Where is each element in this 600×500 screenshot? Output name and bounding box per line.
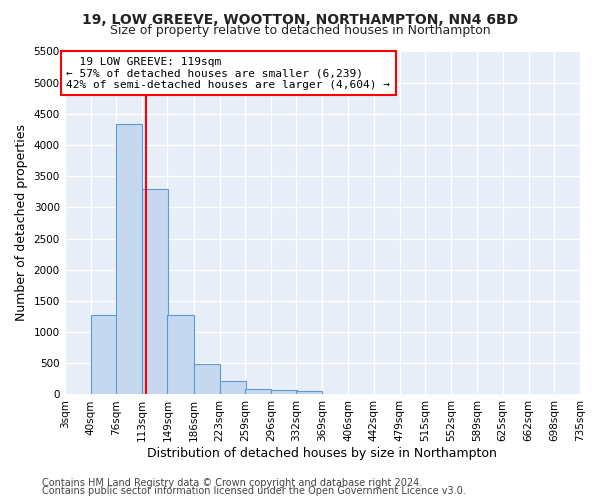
- Y-axis label: Number of detached properties: Number of detached properties: [15, 124, 28, 322]
- Bar: [91, 316, 117, 394]
- Bar: [271, 390, 297, 394]
- Bar: [142, 188, 168, 394]
- Text: Size of property relative to detached houses in Northampton: Size of property relative to detached ho…: [110, 24, 490, 37]
- Bar: [220, 381, 245, 394]
- Text: Contains public sector information licensed under the Open Government Licence v3: Contains public sector information licen…: [42, 486, 466, 496]
- X-axis label: Distribution of detached houses by size in Northampton: Distribution of detached houses by size …: [148, 447, 497, 460]
- Bar: [116, 124, 142, 394]
- Bar: [245, 389, 271, 394]
- Bar: [296, 391, 322, 394]
- Text: 19, LOW GREEVE, WOOTTON, NORTHAMPTON, NN4 6BD: 19, LOW GREEVE, WOOTTON, NORTHAMPTON, NN…: [82, 12, 518, 26]
- Text: Contains HM Land Registry data © Crown copyright and database right 2024.: Contains HM Land Registry data © Crown c…: [42, 478, 422, 488]
- Bar: [193, 364, 220, 394]
- Text: 19 LOW GREEVE: 119sqm
← 57% of detached houses are smaller (6,239)
42% of semi-d: 19 LOW GREEVE: 119sqm ← 57% of detached …: [66, 56, 390, 90]
- Bar: [167, 314, 194, 394]
